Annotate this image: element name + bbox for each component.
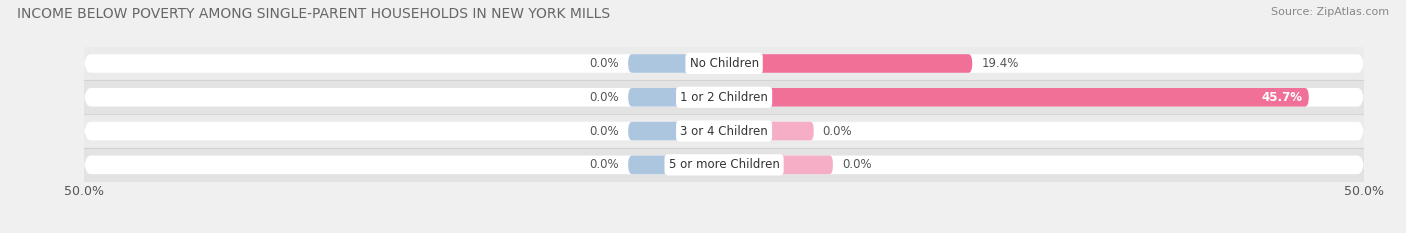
Text: 3 or 4 Children: 3 or 4 Children	[681, 125, 768, 137]
Text: 0.0%: 0.0%	[589, 158, 619, 171]
FancyBboxPatch shape	[724, 156, 832, 174]
Text: 19.4%: 19.4%	[981, 57, 1018, 70]
Text: 0.0%: 0.0%	[842, 158, 872, 171]
Text: Source: ZipAtlas.com: Source: ZipAtlas.com	[1271, 7, 1389, 17]
Bar	[84, 148, 1364, 182]
Bar	[84, 114, 1364, 148]
Text: 0.0%: 0.0%	[589, 125, 619, 137]
Text: INCOME BELOW POVERTY AMONG SINGLE-PARENT HOUSEHOLDS IN NEW YORK MILLS: INCOME BELOW POVERTY AMONG SINGLE-PARENT…	[17, 7, 610, 21]
FancyBboxPatch shape	[628, 122, 724, 140]
FancyBboxPatch shape	[84, 88, 1364, 106]
Bar	[84, 47, 1364, 80]
Bar	[84, 80, 1364, 114]
FancyBboxPatch shape	[724, 54, 973, 73]
Text: 5 or more Children: 5 or more Children	[669, 158, 779, 171]
FancyBboxPatch shape	[84, 122, 1364, 140]
FancyBboxPatch shape	[628, 156, 724, 174]
FancyBboxPatch shape	[628, 88, 724, 106]
FancyBboxPatch shape	[724, 122, 814, 140]
FancyBboxPatch shape	[628, 54, 724, 73]
FancyBboxPatch shape	[84, 54, 1364, 73]
FancyBboxPatch shape	[724, 88, 1309, 106]
Text: 0.0%: 0.0%	[589, 91, 619, 104]
Text: 0.0%: 0.0%	[823, 125, 852, 137]
Text: 0.0%: 0.0%	[589, 57, 619, 70]
Text: No Children: No Children	[689, 57, 759, 70]
Text: 45.7%: 45.7%	[1261, 91, 1302, 104]
Text: 1 or 2 Children: 1 or 2 Children	[681, 91, 768, 104]
FancyBboxPatch shape	[84, 156, 1364, 174]
